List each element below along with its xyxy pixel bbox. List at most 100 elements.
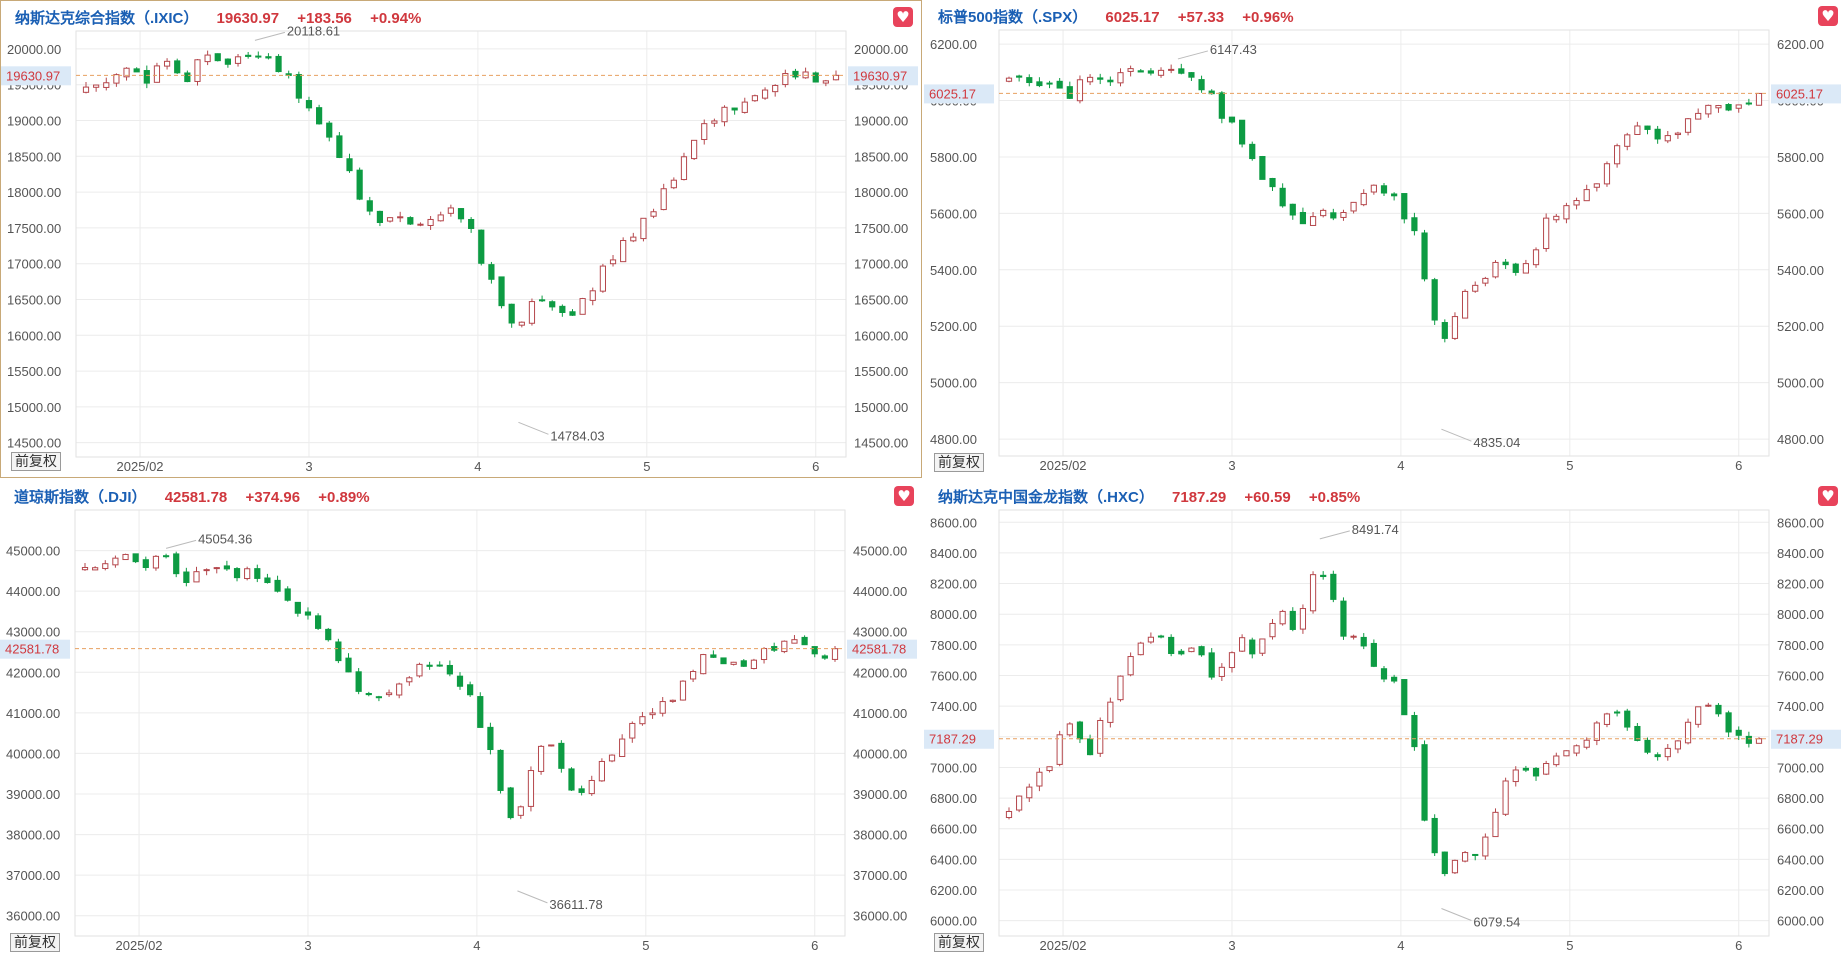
candle[interactable] xyxy=(223,560,230,571)
candle[interactable] xyxy=(1401,193,1408,224)
candle[interactable] xyxy=(700,653,707,675)
candle[interactable] xyxy=(1411,212,1418,236)
candle[interactable] xyxy=(1097,73,1104,85)
candle[interactable] xyxy=(1654,125,1661,144)
candle[interactable] xyxy=(761,87,769,100)
candle[interactable] xyxy=(325,627,332,642)
candle[interactable] xyxy=(244,566,251,581)
candle[interactable] xyxy=(588,775,595,796)
candle[interactable] xyxy=(518,321,525,328)
candle[interactable] xyxy=(1512,766,1519,787)
candle[interactable] xyxy=(1350,201,1357,214)
candle[interactable] xyxy=(1370,184,1377,195)
candle[interactable] xyxy=(467,681,474,697)
candle[interactable] xyxy=(1543,213,1550,252)
candle[interactable] xyxy=(93,84,100,92)
candle[interactable] xyxy=(213,566,220,574)
candle[interactable] xyxy=(1097,717,1104,757)
index-title[interactable]: 纳斯达克中国金龙指数（.HXC） xyxy=(938,489,1154,506)
candle[interactable] xyxy=(1046,80,1053,89)
candle[interactable] xyxy=(1421,229,1428,282)
candle[interactable] xyxy=(812,71,819,83)
candle[interactable] xyxy=(1583,737,1590,750)
heart-icon[interactable]: ♥ xyxy=(893,7,913,27)
candle[interactable] xyxy=(1380,183,1388,197)
candle[interactable] xyxy=(1725,103,1732,112)
candle[interactable] xyxy=(336,132,343,159)
candle[interactable] xyxy=(517,805,524,819)
candle[interactable] xyxy=(549,300,556,311)
candle[interactable] xyxy=(750,658,758,670)
candle[interactable] xyxy=(1026,74,1033,87)
candle[interactable] xyxy=(255,51,262,60)
candle[interactable] xyxy=(751,94,759,102)
candle[interactable] xyxy=(527,766,535,812)
candle[interactable] xyxy=(102,560,109,571)
candle[interactable] xyxy=(1299,604,1307,634)
candle[interactable] xyxy=(802,67,809,79)
candle[interactable] xyxy=(1431,277,1438,325)
candle[interactable] xyxy=(1127,65,1134,77)
candle[interactable] xyxy=(1522,765,1529,773)
candle[interactable] xyxy=(1614,143,1621,168)
candle[interactable] xyxy=(1309,212,1317,226)
index-title[interactable]: 纳斯达克综合指数（.IXIC） xyxy=(15,10,199,27)
candle[interactable] xyxy=(1512,262,1519,276)
candle[interactable] xyxy=(113,73,120,87)
heart-icon[interactable]: ♥ xyxy=(894,486,914,506)
candle[interactable] xyxy=(1320,208,1327,218)
candle[interactable] xyxy=(284,586,291,602)
candle[interactable] xyxy=(599,263,606,293)
candle[interactable] xyxy=(791,635,798,644)
candle[interactable] xyxy=(740,659,747,667)
candle[interactable] xyxy=(1330,570,1337,603)
candle[interactable] xyxy=(143,65,150,89)
candle[interactable] xyxy=(1218,663,1225,681)
candle[interactable] xyxy=(447,204,454,217)
candle[interactable] xyxy=(478,229,485,266)
candle[interactable] xyxy=(629,721,636,743)
candle[interactable] xyxy=(103,77,110,91)
candle[interactable] xyxy=(507,786,514,820)
heart-icon[interactable]: ♥ xyxy=(1818,486,1838,506)
candle[interactable] xyxy=(304,607,312,620)
candle[interactable] xyxy=(345,653,352,673)
candle[interactable] xyxy=(1168,64,1175,74)
candle[interactable] xyxy=(1056,77,1063,89)
candle[interactable] xyxy=(295,71,302,103)
candle[interactable] xyxy=(679,680,687,701)
candle[interactable] xyxy=(1735,104,1742,113)
candle[interactable] xyxy=(305,96,313,112)
candle[interactable] xyxy=(234,54,242,67)
candle[interactable] xyxy=(1745,98,1752,106)
candle[interactable] xyxy=(1279,609,1286,626)
candle[interactable] xyxy=(1157,634,1165,639)
candle[interactable] xyxy=(1472,281,1479,293)
candle[interactable] xyxy=(730,661,737,666)
candle[interactable] xyxy=(457,207,465,223)
candle[interactable] xyxy=(1340,597,1347,640)
candle[interactable] xyxy=(1269,619,1276,640)
candle[interactable] xyxy=(316,104,323,125)
candle[interactable] xyxy=(1259,155,1266,180)
candle[interactable] xyxy=(659,697,666,717)
candle[interactable] xyxy=(264,573,271,584)
candle[interactable] xyxy=(670,177,677,190)
candle[interactable] xyxy=(1086,74,1094,86)
candle[interactable] xyxy=(326,120,333,142)
candle[interactable] xyxy=(772,84,779,97)
candle[interactable] xyxy=(1137,69,1144,73)
candle[interactable] xyxy=(1705,702,1712,707)
candle[interactable] xyxy=(497,749,504,794)
candle[interactable] xyxy=(1036,77,1043,88)
candle[interactable] xyxy=(578,785,585,796)
index-title[interactable]: 标普500指数（.SPX） xyxy=(938,9,1088,26)
candle[interactable] xyxy=(152,555,160,571)
candle[interactable] xyxy=(1573,197,1580,210)
candle[interactable] xyxy=(162,553,170,559)
candle[interactable] xyxy=(1289,607,1296,632)
candle[interactable] xyxy=(741,97,748,114)
candle[interactable] xyxy=(669,699,676,703)
candle[interactable] xyxy=(548,744,555,747)
candle[interactable] xyxy=(356,167,363,201)
